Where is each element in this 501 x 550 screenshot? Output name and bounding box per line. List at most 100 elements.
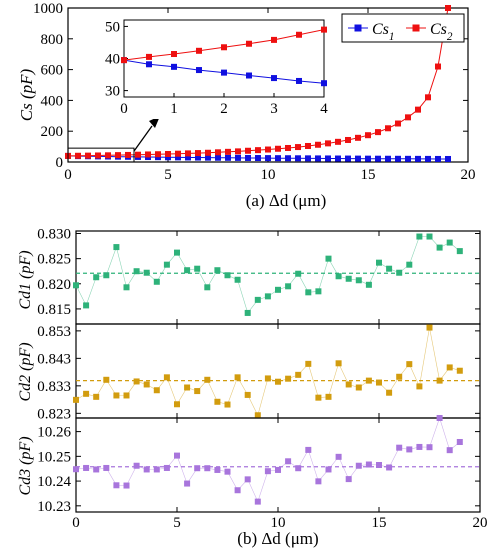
legend: Cs1 Cs2	[341, 13, 465, 43]
data-point	[254, 412, 261, 419]
point-cs1	[165, 154, 171, 161]
data-point	[133, 462, 140, 469]
point-cs2	[105, 152, 111, 159]
legend-marker	[354, 24, 362, 32]
x-tick-label: 20	[461, 167, 476, 183]
data-point	[234, 487, 241, 494]
point-cs2	[385, 125, 391, 132]
data-point	[184, 384, 191, 391]
inset-chart: 0 1 2 3 4 30 40 50	[94, 14, 334, 119]
data-point	[325, 466, 332, 473]
point-cs2	[205, 149, 211, 156]
data-point	[143, 466, 150, 473]
point-cs1	[395, 155, 401, 162]
data-point	[355, 462, 362, 469]
data-point	[335, 453, 342, 460]
inset-point-cs2	[296, 31, 302, 38]
data-point	[285, 283, 292, 290]
point-cs1	[175, 154, 181, 161]
panel-b-chart: 0.815 0.820 0.825 0.830 0.823 0.833 0.843 0.853…	[37, 227, 487, 531]
inset-point-cs2	[196, 47, 202, 54]
data-point	[315, 288, 322, 295]
data-point	[244, 309, 251, 316]
point-cs1	[255, 155, 261, 162]
data-point	[194, 465, 201, 472]
legend-label: Cs1	[372, 21, 395, 43]
inset-point-cs1	[146, 61, 152, 68]
point-cs1	[385, 155, 391, 162]
point-cs1	[225, 154, 231, 161]
point-cs2	[165, 150, 171, 157]
inset-point-cs1	[221, 69, 227, 76]
y-tick-label: 600	[41, 63, 64, 79]
data-point	[446, 239, 453, 246]
data-point	[113, 392, 120, 399]
legend-label: Cs2	[430, 21, 453, 43]
data-point	[406, 446, 413, 453]
point-cs2	[345, 136, 351, 143]
data-point	[396, 373, 403, 380]
data-point	[153, 466, 160, 473]
point-cs1	[265, 155, 271, 162]
y-tick-label: 0.843	[37, 351, 71, 367]
y-tick-label: 0.815	[37, 302, 71, 318]
point-cs2	[405, 114, 411, 121]
zoom-box	[67, 147, 135, 163]
data-point	[254, 498, 261, 505]
point-cs2	[225, 148, 231, 155]
x-tick-label: 10	[271, 515, 286, 531]
panel-b-xlabel: (b) Δd (μm)	[237, 529, 318, 548]
data-point	[93, 274, 100, 281]
data-point	[305, 446, 312, 453]
data-point	[436, 377, 443, 384]
data-point	[295, 371, 302, 378]
y-tick-label: 10.26	[37, 425, 71, 441]
data-point	[93, 393, 100, 400]
data-point	[133, 378, 140, 385]
series-line	[75, 327, 460, 417]
point-cs2	[75, 152, 81, 159]
data-point	[184, 267, 191, 274]
data-point	[365, 281, 372, 288]
data-point	[335, 360, 342, 367]
data-point	[295, 465, 302, 472]
y-tick-label: 800	[41, 32, 64, 48]
data-point	[376, 462, 382, 468]
point-cs2	[395, 120, 401, 127]
cd1-ylabel: Cd1 (pF)	[17, 250, 34, 309]
point-cs2	[295, 144, 301, 151]
inset-point-cs2	[321, 26, 327, 33]
point-cs1	[195, 154, 201, 161]
data-point	[446, 447, 453, 454]
data-point	[214, 398, 221, 405]
inset-y-tick-label: 50	[105, 19, 120, 35]
data-point	[456, 248, 463, 255]
data-point	[365, 377, 372, 384]
data-point	[204, 284, 211, 291]
point-cs1	[345, 155, 351, 162]
point-cs2	[125, 151, 131, 158]
point-cs2	[445, 5, 451, 11]
data-point	[123, 392, 130, 399]
data-point	[416, 383, 423, 390]
data-point	[103, 464, 110, 471]
y-tick-label: 10.25	[37, 449, 71, 465]
data-point	[244, 476, 251, 483]
point-cs1	[435, 155, 441, 162]
point-cs1	[285, 155, 291, 162]
inset-y-tick-label: 30	[105, 84, 120, 100]
data-point	[355, 384, 362, 391]
inset-point-cs2	[121, 57, 127, 64]
point-cs1	[185, 154, 191, 161]
data-point	[416, 443, 423, 450]
data-point	[214, 466, 221, 473]
data-point	[234, 276, 241, 283]
data-point	[73, 282, 79, 289]
data-point	[133, 268, 140, 275]
data-point	[264, 293, 271, 300]
data-point	[275, 466, 281, 473]
panel-a-ylabel: Cs (pF)	[17, 68, 36, 121]
data-point	[305, 360, 312, 367]
